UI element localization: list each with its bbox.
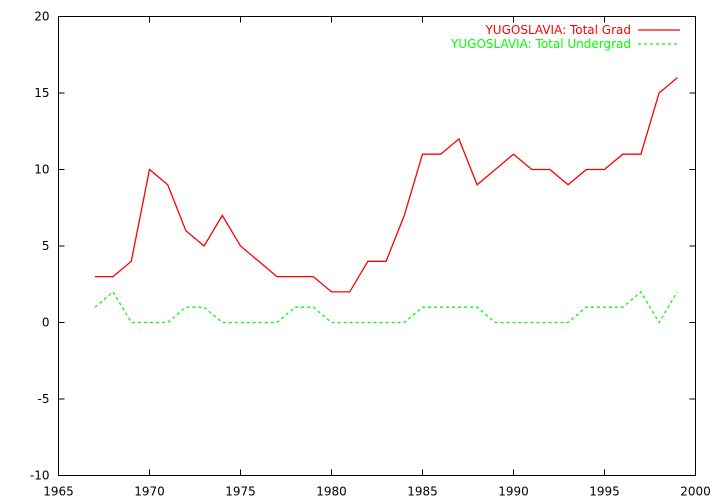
y-tick-label: 15 xyxy=(34,86,49,100)
legend-label: YUGOSLAVIA: Total Grad xyxy=(484,23,631,37)
x-tick-label: 1980 xyxy=(316,485,347,499)
y-tick-label: 0 xyxy=(42,316,50,330)
y-tick-label: 5 xyxy=(42,239,50,253)
x-tick-label: 2000 xyxy=(680,485,711,499)
x-tick-label: 1990 xyxy=(498,485,529,499)
legend-label: YUGOSLAVIA: Total Undergrad xyxy=(450,37,631,51)
series-lines xyxy=(94,77,678,324)
x-tick-label: 1995 xyxy=(589,485,620,499)
x-tick-label: 1965 xyxy=(43,485,74,499)
y-tick-label: -5 xyxy=(38,392,50,406)
series-line-total-undergrad xyxy=(94,290,678,324)
x-tick-label: 1985 xyxy=(407,485,438,499)
series-line-total-grad xyxy=(94,77,678,293)
plot-frame xyxy=(58,16,696,476)
y-tick-label: 10 xyxy=(34,163,49,177)
axis-ticks xyxy=(58,16,696,476)
y-tick-label: 20 xyxy=(34,10,49,24)
x-tick-label: 1975 xyxy=(225,485,256,499)
x-tick-label: 1970 xyxy=(134,485,165,499)
axis-tick-labels: 1965 1970 1975 1980 1985 1990 1995 2000 -10 -5 0 5 1… xyxy=(30,10,711,499)
y-tick-label: -10 xyxy=(30,469,50,483)
